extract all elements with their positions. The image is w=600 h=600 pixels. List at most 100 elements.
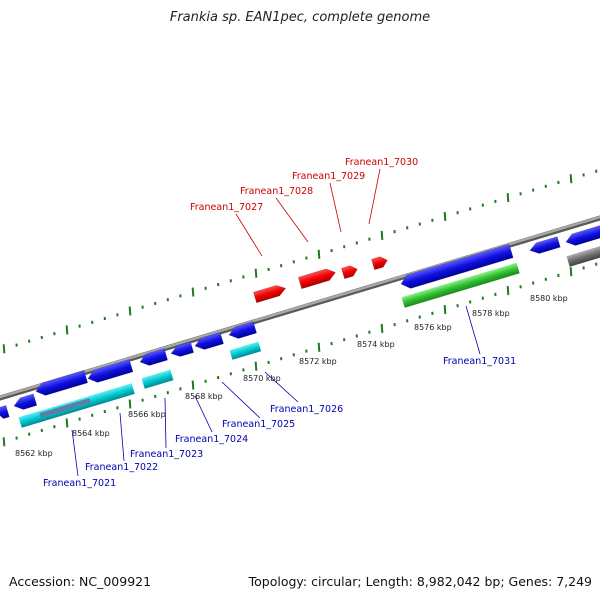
lower-tick bbox=[103, 409, 106, 414]
lower-tick bbox=[217, 375, 220, 380]
lower-tick bbox=[191, 380, 195, 390]
upper-tick bbox=[28, 339, 31, 343]
upper-tick bbox=[280, 264, 283, 268]
cyan-feature-inner bbox=[39, 398, 91, 418]
lower-tick bbox=[141, 398, 144, 402]
lower-tick bbox=[506, 286, 510, 296]
upper-tick bbox=[317, 249, 321, 259]
upper-tick bbox=[292, 260, 295, 264]
upper-tick bbox=[481, 203, 484, 207]
gene-reverse bbox=[87, 358, 134, 383]
lower-tick bbox=[431, 311, 434, 315]
upper-tick bbox=[557, 180, 560, 185]
gene-label-forward: Franean1_7030 bbox=[345, 157, 418, 168]
upper-tick bbox=[519, 192, 522, 196]
upper-tick bbox=[166, 298, 169, 302]
upper-tick bbox=[469, 207, 472, 211]
gene-reverse bbox=[529, 236, 561, 254]
upper-tick bbox=[2, 344, 6, 354]
upper-tick bbox=[191, 287, 195, 297]
lower-tick bbox=[15, 436, 18, 440]
lower-tick bbox=[78, 417, 81, 421]
map-title: Frankia sp. EAN1pec, complete genome bbox=[169, 10, 431, 25]
lower-tick bbox=[116, 406, 119, 410]
lower-tick bbox=[443, 304, 447, 315]
gene-label-forward: Franean1_7027 bbox=[190, 202, 263, 213]
lower-tick bbox=[519, 285, 522, 289]
lower-tick bbox=[380, 323, 384, 333]
gene-reverse bbox=[228, 321, 257, 339]
scale-labels: 8562 kbp 8564 kbp 8566 kbp 8568 kbp 8570 kbp… bbox=[15, 294, 568, 458]
lower-tick bbox=[40, 428, 43, 433]
gene-franean1-7028 bbox=[297, 268, 336, 290]
upper-tick bbox=[569, 174, 573, 184]
lower-tick bbox=[569, 267, 573, 277]
gene-reverse bbox=[170, 341, 195, 357]
lower-tick bbox=[280, 357, 283, 361]
lower-tick bbox=[582, 266, 585, 270]
gray-feature bbox=[566, 244, 600, 267]
lower-tick bbox=[2, 437, 6, 447]
upper-tick bbox=[229, 279, 232, 283]
genome-backbone bbox=[0, 215, 600, 401]
lower-tick bbox=[469, 300, 472, 304]
scale-label: 8574 kbp bbox=[357, 340, 395, 349]
lower-tick bbox=[532, 281, 535, 285]
green-feature bbox=[401, 262, 520, 308]
gene-franean1-7029 bbox=[341, 265, 358, 280]
leader-line bbox=[235, 213, 263, 257]
cyan-feature bbox=[229, 341, 262, 360]
upper-tick bbox=[103, 316, 106, 321]
gene-reverse bbox=[565, 224, 600, 246]
lower-tick bbox=[53, 425, 56, 429]
lower-tick bbox=[368, 330, 371, 334]
lower-tick bbox=[317, 342, 321, 352]
gene-reverse bbox=[35, 369, 89, 396]
lower-tick bbox=[393, 323, 396, 327]
upper-tick bbox=[254, 268, 258, 278]
lower-tick bbox=[406, 319, 409, 323]
leader-line bbox=[164, 397, 167, 449]
lower-tick bbox=[242, 368, 245, 372]
lower-tick bbox=[544, 277, 547, 281]
upper-tick bbox=[128, 306, 132, 316]
upper-tick bbox=[116, 313, 119, 317]
upper-tick bbox=[242, 275, 245, 279]
gene-label-reverse: Franean1_7022 bbox=[85, 462, 158, 473]
lower-tick bbox=[305, 349, 308, 353]
lower-tick bbox=[456, 304, 459, 308]
upper-tick bbox=[443, 211, 447, 222]
scale-label: 8578 kbp bbox=[472, 309, 510, 318]
lower-tick bbox=[65, 418, 69, 428]
upper-tick bbox=[406, 226, 409, 230]
gene-reverse bbox=[194, 331, 224, 350]
upper-tick bbox=[267, 267, 270, 271]
upper-tick bbox=[494, 199, 497, 203]
gene-label-reverse: Franean1_7031 bbox=[443, 356, 516, 367]
leader-line bbox=[368, 168, 381, 225]
upper-tick bbox=[544, 184, 547, 188]
gene-label-reverse: Franean1_7025 bbox=[222, 419, 295, 430]
upper-tick bbox=[78, 324, 81, 328]
gene-franean1-7027 bbox=[253, 285, 287, 304]
gene-reverse bbox=[139, 348, 168, 366]
gene-reverse-large bbox=[400, 243, 514, 289]
lower-tick bbox=[481, 296, 484, 300]
accession-text: Accession: NC_009921 bbox=[9, 574, 152, 589]
leader-line bbox=[329, 182, 342, 233]
scale-label: 8568 kbp bbox=[185, 392, 223, 401]
leader-line bbox=[264, 371, 299, 403]
upper-tick-track bbox=[2, 169, 598, 354]
lower-tick-track bbox=[2, 262, 598, 447]
upper-tick bbox=[204, 286, 207, 290]
gene-label-reverse: Franean1_7023 bbox=[130, 449, 203, 460]
upper-tick bbox=[431, 218, 434, 222]
upper-tick bbox=[330, 248, 333, 253]
leader-line bbox=[119, 412, 125, 462]
upper-tick bbox=[15, 343, 18, 347]
upper-tick bbox=[456, 211, 459, 215]
leader-line bbox=[275, 197, 309, 243]
gene-labels: Franean1_7027 Franean1_7028 Franean1_7029 F… bbox=[43, 157, 516, 489]
label-leader-lines bbox=[71, 168, 481, 477]
